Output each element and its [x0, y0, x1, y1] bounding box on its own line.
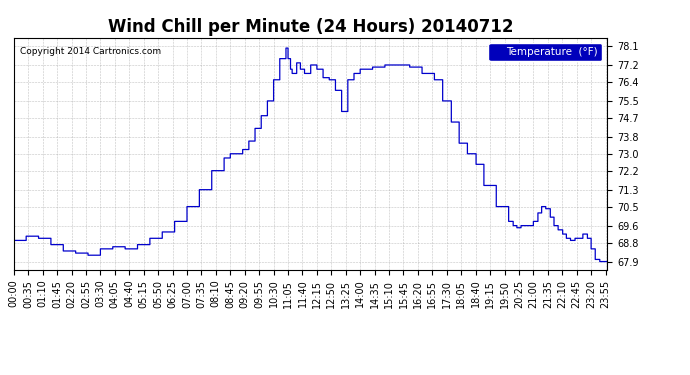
Title: Wind Chill per Minute (24 Hours) 20140712: Wind Chill per Minute (24 Hours) 2014071… — [108, 18, 513, 36]
Text: Copyright 2014 Cartronics.com: Copyright 2014 Cartronics.com — [20, 47, 161, 56]
Legend: Temperature  (°F): Temperature (°F) — [489, 43, 602, 61]
